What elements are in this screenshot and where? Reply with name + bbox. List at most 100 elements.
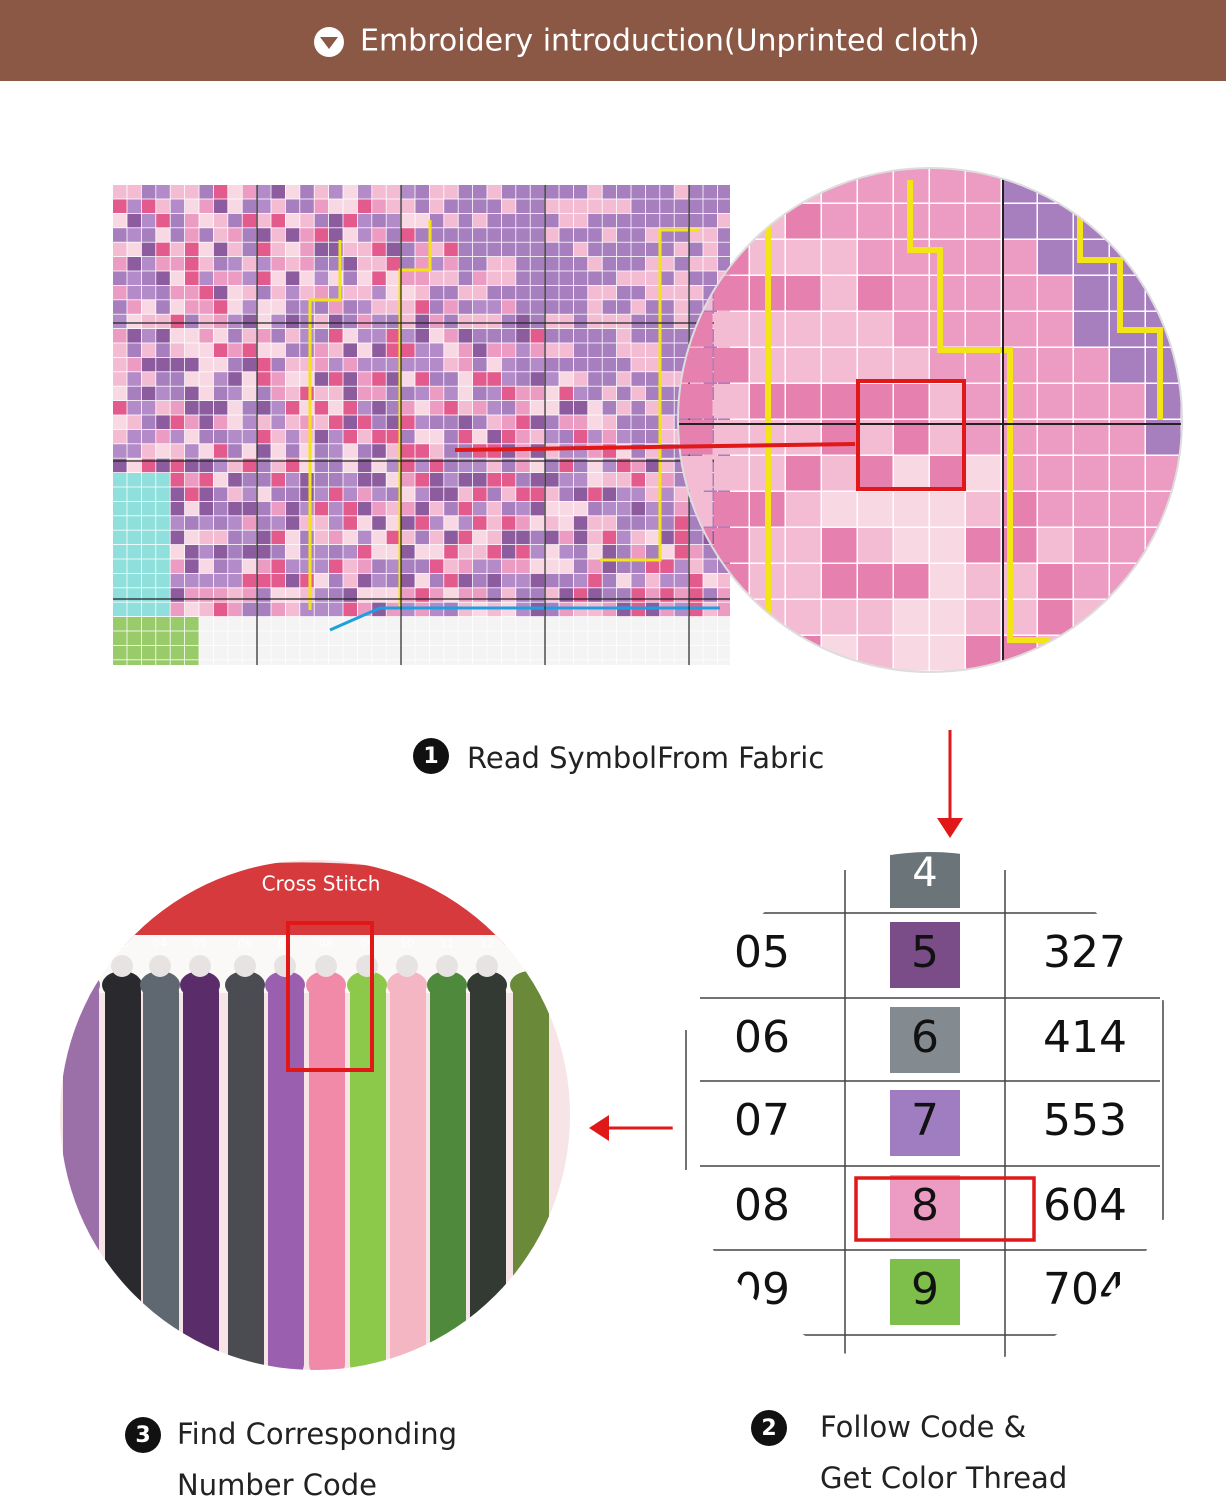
pattern-cell bbox=[602, 271, 617, 285]
pattern-cell bbox=[530, 343, 545, 357]
pattern-cell bbox=[631, 415, 645, 429]
pattern-cell bbox=[501, 530, 516, 545]
pattern-cell bbox=[257, 285, 271, 300]
magnified-cell bbox=[1110, 564, 1145, 599]
pattern-cell bbox=[487, 473, 501, 487]
pattern-cell bbox=[444, 257, 458, 271]
pattern-cell bbox=[516, 415, 530, 429]
pattern-cell bbox=[458, 372, 473, 386]
magnified-cell bbox=[930, 384, 965, 419]
symbol: 4 bbox=[912, 850, 937, 896]
pattern-cell bbox=[401, 185, 415, 199]
pattern-cell bbox=[429, 530, 444, 545]
pattern-cell bbox=[473, 660, 487, 665]
pattern-cell bbox=[429, 516, 444, 530]
pattern-cell bbox=[588, 631, 602, 645]
pattern-cell bbox=[113, 645, 127, 660]
pattern-cell bbox=[516, 545, 530, 559]
pattern-cell bbox=[660, 343, 674, 357]
pattern-cell bbox=[213, 386, 228, 401]
magnified-cell bbox=[1110, 420, 1145, 455]
pattern-cell bbox=[357, 300, 372, 314]
pattern-cell bbox=[372, 329, 386, 343]
pattern-cell bbox=[501, 516, 516, 530]
thread-number: 06 bbox=[238, 937, 252, 950]
pattern-cell bbox=[357, 645, 372, 660]
pattern-cell bbox=[645, 487, 660, 501]
magnified-cell bbox=[822, 204, 857, 239]
pattern-cell bbox=[545, 185, 559, 199]
pattern-cell bbox=[660, 228, 674, 242]
pattern-cell bbox=[617, 185, 631, 199]
pattern-cell bbox=[444, 314, 458, 329]
pattern-cell bbox=[285, 185, 300, 199]
pattern-cell bbox=[458, 314, 473, 329]
pattern-cell bbox=[501, 185, 516, 199]
pattern-cell bbox=[185, 631, 199, 645]
pattern-cell bbox=[113, 660, 127, 665]
pattern-cell bbox=[501, 372, 516, 386]
pattern-cell bbox=[660, 257, 674, 271]
pattern-cell bbox=[285, 559, 300, 573]
pattern-cell bbox=[588, 559, 602, 573]
pattern-cell bbox=[127, 545, 141, 559]
pattern-cell bbox=[285, 271, 300, 285]
pattern-cell bbox=[386, 357, 401, 372]
pattern-cell bbox=[559, 343, 573, 357]
pattern-cell bbox=[170, 242, 185, 257]
pattern-cell bbox=[559, 645, 573, 660]
pattern-cell bbox=[199, 415, 213, 429]
pattern-cell bbox=[645, 631, 660, 645]
highlight-box bbox=[856, 379, 966, 491]
pattern-cell bbox=[271, 429, 285, 444]
pattern-cell bbox=[242, 372, 257, 386]
pattern-cell bbox=[631, 314, 645, 329]
pattern-cell bbox=[559, 444, 573, 458]
thread-loop bbox=[180, 971, 220, 999]
magnified-cell bbox=[1002, 240, 1037, 275]
pattern-cell bbox=[170, 530, 185, 545]
pattern-cell bbox=[674, 516, 689, 530]
pattern-cell bbox=[372, 487, 386, 501]
magnified-cell bbox=[1182, 564, 1217, 599]
pattern-cell bbox=[372, 660, 386, 665]
pattern-cell bbox=[703, 257, 717, 271]
pattern-cell bbox=[458, 516, 473, 530]
pattern-cell bbox=[401, 372, 415, 386]
pattern-cell bbox=[300, 343, 314, 357]
pattern-cell bbox=[113, 300, 127, 314]
pattern-cell bbox=[314, 329, 329, 343]
pattern-cell bbox=[285, 545, 300, 559]
pattern-cell bbox=[141, 343, 156, 357]
magnified-cell bbox=[1074, 636, 1109, 671]
pattern-cell bbox=[530, 501, 545, 516]
pattern-cell bbox=[588, 660, 602, 665]
pattern-cell bbox=[545, 545, 559, 559]
pattern-cell bbox=[271, 501, 285, 516]
pattern-cell bbox=[300, 415, 314, 429]
magnified-cell bbox=[786, 420, 821, 455]
pattern-cell bbox=[329, 473, 343, 487]
pattern-cell bbox=[516, 343, 530, 357]
magnified-cell bbox=[714, 348, 749, 383]
pattern-cell bbox=[631, 516, 645, 530]
pattern-cell bbox=[185, 415, 199, 429]
pattern-cell bbox=[429, 415, 444, 429]
pattern-cell bbox=[573, 501, 588, 516]
pattern-cell bbox=[559, 660, 573, 665]
pattern-cell bbox=[228, 242, 242, 257]
pattern-cell bbox=[300, 314, 314, 329]
pattern-cell bbox=[559, 314, 573, 329]
pattern-cell bbox=[660, 185, 674, 199]
pattern-cell bbox=[473, 343, 487, 357]
pattern-cell bbox=[617, 300, 631, 314]
pattern-cell bbox=[487, 271, 501, 285]
pattern-cell bbox=[602, 401, 617, 415]
pattern-cell bbox=[372, 228, 386, 242]
pattern-cell bbox=[228, 487, 242, 501]
pattern-cell bbox=[473, 300, 487, 314]
magnified-cell bbox=[714, 420, 749, 455]
pattern-cell bbox=[444, 501, 458, 516]
pattern-cell bbox=[113, 429, 127, 444]
magnified-cell bbox=[822, 492, 857, 527]
